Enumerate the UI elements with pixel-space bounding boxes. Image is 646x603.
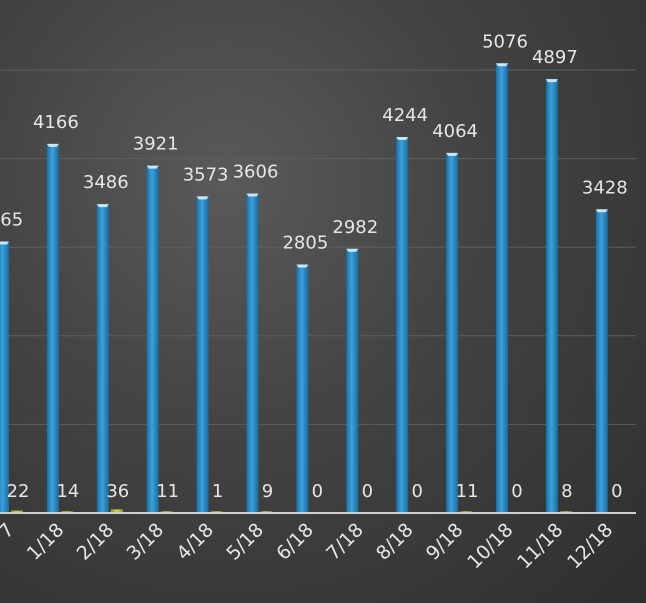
bar (446, 152, 459, 513)
bar (246, 193, 259, 513)
x-tick-label: 12/18 (563, 519, 617, 573)
bar-cap (446, 152, 459, 156)
data-label-secondary: 9 (262, 481, 273, 502)
data-label: 4244 (382, 105, 428, 126)
x-tick-label: 1/18 (23, 519, 69, 565)
bar (296, 264, 309, 513)
bar-cap (545, 79, 558, 83)
bar-cap (146, 165, 159, 169)
data-label-secondary: 36 (106, 481, 129, 502)
bar (96, 204, 109, 514)
bar (196, 196, 209, 514)
data-label-secondary: 11 (456, 481, 479, 502)
data-label-secondary: 11 (156, 481, 179, 502)
x-tick-label: 10/18 (463, 519, 517, 573)
bar (46, 143, 59, 513)
data-label: 065 (0, 209, 23, 230)
data-label: 2982 (332, 217, 378, 238)
data-label-secondary: 8 (561, 481, 572, 502)
bar-cap (595, 209, 608, 213)
bar-cap (196, 196, 209, 200)
bar (396, 136, 409, 513)
data-label: 2805 (282, 232, 328, 253)
x-tick-labels: 7 1/18 2/18 3/18 4/18 5/18 6/18 7/18 8/18 9/1810/… (0, 519, 617, 573)
bar-cap (46, 143, 59, 147)
data-labels: 065 22 4166 14 3486 36 3921 11 3573 1 3606 9 2805 0 29… (0, 31, 628, 502)
data-label-secondary: 0 (611, 481, 622, 502)
x-tick-label: 9/18 (422, 519, 468, 565)
data-label: 4064 (432, 121, 478, 142)
bar (545, 79, 558, 514)
bar-cap (346, 248, 359, 252)
bar-cap (296, 264, 309, 268)
bar (0, 241, 9, 514)
bar (346, 248, 359, 513)
data-label-secondary: 0 (362, 481, 373, 502)
data-label-secondary: 14 (56, 481, 79, 502)
x-tick-label: 6/18 (272, 519, 318, 565)
data-label: 4897 (532, 47, 578, 68)
bar-cap (496, 63, 508, 67)
data-label-secondary: 22 (7, 481, 30, 502)
x-tick-label: 7 (0, 519, 19, 543)
data-label-secondary: 0 (511, 481, 522, 502)
data-label-secondary: 0 (411, 481, 422, 502)
x-tick-label: 8/18 (372, 519, 418, 565)
data-label: 3606 (233, 162, 279, 183)
bar-series-1 (0, 63, 608, 514)
x-tick-label: 5/18 (222, 519, 268, 565)
data-label: 3428 (582, 177, 628, 198)
bar (146, 165, 159, 513)
bar (595, 209, 608, 513)
bar-cap (0, 241, 9, 245)
data-label: 5076 (482, 31, 528, 52)
x-tick-label: 3/18 (123, 519, 169, 565)
bar-cap (246, 193, 259, 197)
bar-secondary (110, 509, 123, 513)
x-tick-label: 2/18 (73, 519, 119, 565)
data-label: 3921 (133, 134, 179, 155)
data-label: 4166 (33, 112, 79, 133)
bar-secondary (11, 510, 23, 513)
data-label: 3486 (83, 172, 129, 193)
x-tick-label: 11/18 (513, 519, 567, 573)
x-tick-label: 4/18 (172, 519, 218, 565)
data-label-secondary: 0 (312, 481, 323, 502)
data-label: 3573 (183, 164, 229, 185)
x-tick-label: 7/18 (322, 519, 368, 565)
bar-cap (396, 136, 409, 140)
data-label-secondary: 1 (212, 481, 223, 502)
bar-cap (96, 204, 109, 208)
bar (496, 63, 508, 514)
